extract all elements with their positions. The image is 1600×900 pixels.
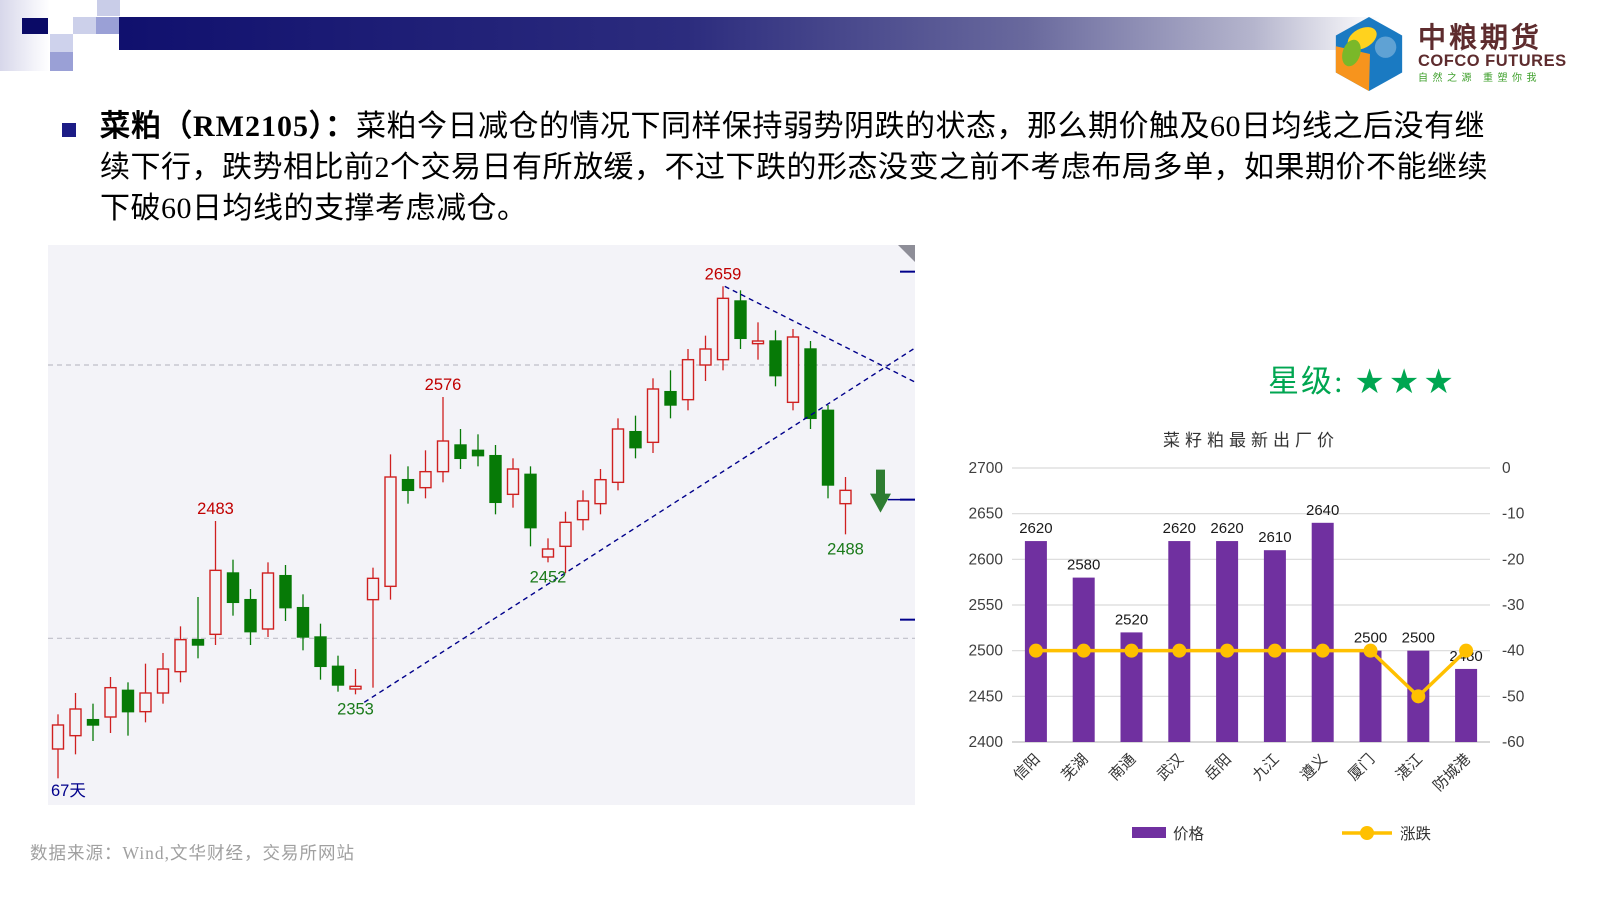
logo-name-cn: 中粮期货 xyxy=(1418,22,1543,54)
svg-text:2500: 2500 xyxy=(969,643,1004,660)
svg-text:0: 0 xyxy=(1502,460,1511,477)
svg-text:-50: -50 xyxy=(1502,688,1525,705)
svg-text:2400: 2400 xyxy=(969,734,1004,751)
svg-text:厦门: 厦门 xyxy=(1345,751,1378,784)
svg-text:2450: 2450 xyxy=(969,688,1004,705)
svg-text:湛江: 湛江 xyxy=(1393,751,1426,784)
logo-name-en: COFCO FUTURES xyxy=(1418,52,1567,71)
svg-text:2483: 2483 xyxy=(197,500,234,518)
analysis-paragraph: 菜粕（RM2105）：菜粕今日减仓的情况下同样保持弱势阴跌的状态，那么期价触及6… xyxy=(100,106,1498,229)
kline-trendlines xyxy=(363,285,915,703)
svg-text:信阳: 信阳 xyxy=(1010,751,1043,784)
svg-text:2550: 2550 xyxy=(969,597,1004,614)
svg-text:南通: 南通 xyxy=(1106,751,1139,784)
down-arrow-icon xyxy=(870,469,891,513)
combo-axis-labels: 2400 2450 2500 2550 2600 2650 2700 0 -10 -20 -30 -4… xyxy=(969,460,1525,751)
svg-text:-40: -40 xyxy=(1502,643,1525,660)
svg-text:2576: 2576 xyxy=(425,376,462,394)
kline-candles xyxy=(51,286,852,779)
kline-duration-label: 67天 xyxy=(51,782,86,800)
price-bar xyxy=(1216,541,1239,742)
change-line-markers xyxy=(1028,643,1474,704)
analysis-lead: 菜粕（RM2105）： xyxy=(100,110,356,143)
kline-background xyxy=(48,245,915,805)
svg-text:2353: 2353 xyxy=(337,700,374,718)
star-rating: 星级: ★★★ xyxy=(1268,356,1458,402)
header-deco-square xyxy=(96,17,120,34)
header-deco-strip xyxy=(0,0,50,71)
header-deco-square xyxy=(22,18,48,34)
svg-text:芜湖: 芜湖 xyxy=(1058,751,1091,784)
svg-text:2659: 2659 xyxy=(705,265,742,283)
svg-text:2452: 2452 xyxy=(530,568,567,586)
svg-text:2520: 2520 xyxy=(1115,611,1148,628)
legend-line-marker xyxy=(1360,826,1374,840)
legend-line-label: 涨跌 xyxy=(1400,825,1431,843)
header-deco-square xyxy=(97,0,120,16)
price-bar xyxy=(1311,522,1334,742)
svg-text:防城港: 防城港 xyxy=(1430,751,1474,795)
svg-text:2500: 2500 xyxy=(1402,630,1435,647)
price-bar xyxy=(1359,650,1382,742)
svg-text:2500: 2500 xyxy=(1354,630,1387,647)
price-bar xyxy=(1024,541,1047,742)
svg-text:2650: 2650 xyxy=(969,506,1004,523)
header-deco-square xyxy=(50,34,73,52)
svg-text:2580: 2580 xyxy=(1067,557,1100,574)
svg-text:2620: 2620 xyxy=(1163,520,1196,537)
legend-bar-swatch xyxy=(1132,827,1166,838)
data-source-note: 数据来源：Wind,文华财经，交易所网站 xyxy=(30,843,356,863)
price-bar xyxy=(1072,577,1095,742)
header-gradient-bar xyxy=(119,17,1380,50)
bullet-marker xyxy=(62,123,76,137)
svg-text:2640: 2640 xyxy=(1306,502,1339,519)
kline-corner-handle xyxy=(898,245,915,262)
candlestick-chart: 2483 2353 2576 2452 2659 2488 67天 xyxy=(48,245,915,805)
cofco-logo-icon xyxy=(1335,16,1403,92)
price-bar xyxy=(1455,668,1478,742)
combo-category-labels: 信阳 芜湖 南通 武汉 岳阳 九江 遵义 厦门 湛江 防城港 xyxy=(1010,750,1473,795)
svg-text:2488: 2488 xyxy=(827,540,864,558)
svg-text:岳阳: 岳阳 xyxy=(1202,751,1235,784)
svg-text:2620: 2620 xyxy=(1210,520,1243,537)
svg-text:-30: -30 xyxy=(1502,597,1525,614)
svg-text:2700: 2700 xyxy=(969,460,1004,477)
star-icons: ★★★ xyxy=(1354,364,1458,401)
svg-text:九江: 九江 xyxy=(1249,751,1282,784)
svg-text:遵义: 遵义 xyxy=(1297,750,1331,784)
analysis-text: 菜粕今日减仓的情况下同样保持弱势阴跌的状态，那么期价触及60日均线之后没有继续下… xyxy=(100,110,1488,225)
svg-text:2600: 2600 xyxy=(969,551,1004,568)
price-bar-chart: 菜籽粕最新出厂价 2400 2450 2500 2550 2600 2650 2700 0 -10… xyxy=(969,431,1525,843)
header-deco-square xyxy=(73,17,96,34)
combo-value-labels: 2620258025202620262026102640250025002480 xyxy=(1019,502,1483,665)
svg-text:武汉: 武汉 xyxy=(1154,751,1187,784)
legend-bar-label: 价格 xyxy=(1173,825,1205,843)
header-deco-square xyxy=(50,52,73,71)
svg-text:-10: -10 xyxy=(1502,506,1525,523)
combo-chart-title: 菜籽粕最新出厂价 xyxy=(1163,431,1339,450)
combo-legend: 价格 涨跌 xyxy=(1132,825,1431,843)
kline-annotations: 2483 2353 2576 2452 2659 2488 xyxy=(197,265,864,718)
star-rating-label: 星级: xyxy=(1268,364,1345,399)
logo-tagline: 自然之源 重塑你我 xyxy=(1418,73,1541,85)
svg-text:-60: -60 xyxy=(1502,734,1525,751)
change-line xyxy=(1035,648,1468,699)
svg-text:2610: 2610 xyxy=(1258,529,1291,546)
cofco-logo: 中粮期货 COFCO FUTURES 自然之源 重塑你我 xyxy=(1330,12,1567,96)
svg-text:2620: 2620 xyxy=(1019,520,1052,537)
price-bar xyxy=(1168,541,1191,742)
price-bar xyxy=(1120,632,1143,742)
svg-text:-20: -20 xyxy=(1502,551,1525,568)
